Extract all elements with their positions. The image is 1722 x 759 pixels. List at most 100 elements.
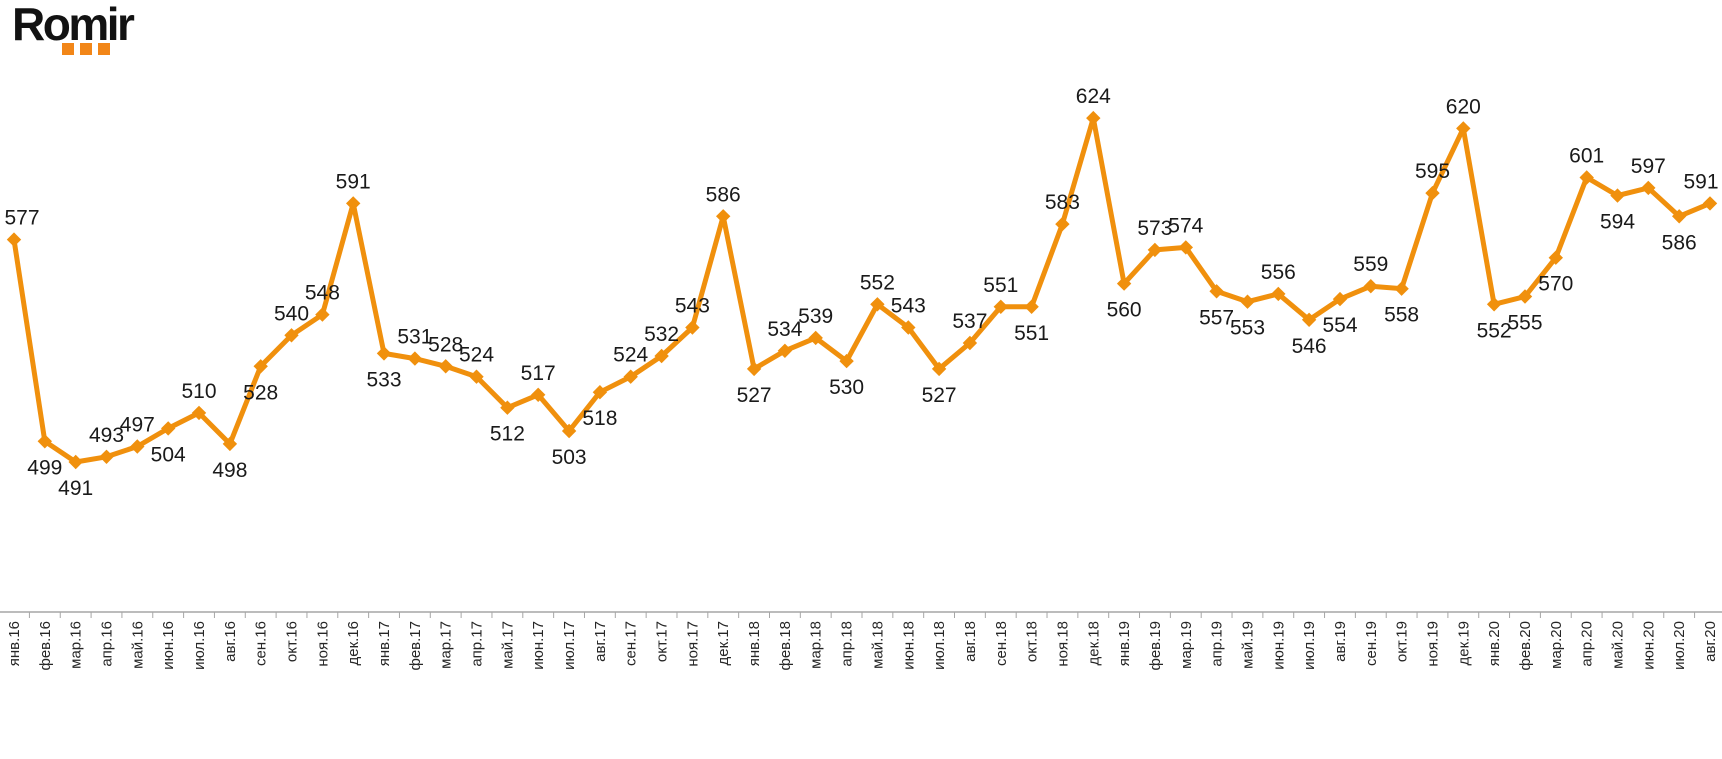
data-label: 591	[1683, 170, 1718, 193]
data-point-marker	[870, 297, 885, 312]
x-axis-label: июн.17	[530, 621, 547, 670]
data-label: 543	[891, 295, 926, 318]
data-label: 551	[983, 274, 1018, 297]
data-point-marker	[1641, 180, 1656, 196]
x-axis-label: мар.19	[1178, 621, 1195, 669]
data-label: 524	[613, 344, 648, 367]
data-label: 577	[4, 207, 39, 230]
data-label: 551	[1014, 322, 1049, 345]
data-label: 624	[1076, 85, 1111, 108]
data-label: 491	[58, 477, 93, 500]
x-axis-label: янв.17	[376, 621, 393, 666]
data-point-marker	[716, 209, 731, 224]
logo-dot	[80, 43, 92, 56]
data-point-marker	[1456, 121, 1471, 136]
x-axis-label: авг.16	[222, 621, 239, 662]
x-axis-label: май.17	[499, 621, 516, 669]
data-label: 534	[767, 318, 802, 341]
x-axis-label: янв.16	[6, 621, 23, 666]
data-point-marker	[1024, 299, 1039, 314]
data-label: 493	[89, 424, 124, 447]
x-axis-label: авг.19	[1332, 621, 1349, 662]
romir-logo: Romir	[12, 0, 135, 56]
data-point-marker	[99, 449, 114, 464]
data-label: 527	[922, 384, 957, 407]
x-axis-label: июл.16	[191, 621, 208, 670]
logo-dot	[62, 43, 74, 56]
data-point-marker	[777, 343, 793, 358]
data-label: 532	[644, 323, 679, 346]
x-axis-label: фев.18	[777, 621, 794, 671]
data-label: 531	[397, 326, 432, 349]
x-axis-label: авг.20	[1702, 621, 1719, 662]
data-point-marker	[1240, 294, 1255, 309]
x-axis-label: апр.17	[469, 621, 486, 667]
data-point-marker	[839, 353, 854, 369]
data-label: 555	[1507, 312, 1542, 335]
data-label: 557	[1199, 306, 1234, 329]
data-point-marker	[901, 320, 916, 335]
x-axis-label: дек.16	[345, 621, 362, 666]
data-point-marker	[6, 232, 22, 247]
data-label: 553	[1230, 317, 1265, 340]
x-axis-label: апр.20	[1579, 621, 1596, 667]
data-label: 517	[521, 362, 556, 385]
x-axis-label: окт.18	[1024, 621, 1041, 662]
x-axis-label: ноя.19	[1425, 621, 1442, 667]
data-label: 497	[120, 414, 155, 437]
data-label: 543	[675, 295, 710, 318]
logo-dot	[98, 43, 110, 56]
x-axis-label: май.19	[1240, 621, 1257, 669]
x-axis-label: авг.18	[962, 621, 979, 662]
data-point-marker	[130, 439, 145, 454]
data-label: 586	[1662, 231, 1697, 254]
data-label: 601	[1569, 145, 1604, 168]
logo-wordmark: Romir	[12, 0, 135, 50]
data-point-marker	[37, 434, 52, 449]
data-point-marker	[1579, 170, 1594, 185]
logo-dots-icon	[62, 43, 132, 56]
x-axis-label: апр.19	[1209, 621, 1226, 667]
data-point-marker	[253, 359, 268, 374]
x-axis-label: дек.17	[715, 621, 732, 666]
data-label: 537	[952, 310, 987, 333]
data-label: 518	[582, 407, 617, 430]
data-point-marker	[1517, 289, 1533, 304]
data-label: 558	[1384, 304, 1419, 327]
x-axis-label: авг.17	[592, 621, 609, 662]
data-point-marker	[592, 385, 608, 400]
data-point-marker	[469, 369, 484, 384]
x-axis-label: окт.17	[654, 621, 671, 662]
x-axis-label: янв.19	[1116, 621, 1133, 666]
data-point-marker	[1702, 196, 1718, 211]
x-axis-label: дек.18	[1085, 621, 1102, 666]
x-axis-label: янв.18	[746, 621, 763, 666]
x-axis-label: мар.16	[68, 621, 85, 669]
data-label: 498	[212, 459, 247, 482]
x-axis-label: июл.17	[561, 621, 578, 670]
data-label: 554	[1322, 314, 1357, 337]
data-label: 499	[27, 456, 62, 479]
data-point-marker	[1672, 209, 1687, 224]
data-point-marker	[1548, 250, 1563, 265]
data-label: 539	[798, 305, 833, 328]
data-label: 595	[1415, 160, 1450, 183]
data-point-marker	[531, 387, 546, 402]
data-point-marker	[1301, 312, 1317, 327]
data-point-marker	[346, 196, 361, 211]
data-point-marker	[962, 335, 978, 351]
x-axis-label: янв.20	[1486, 621, 1503, 666]
x-axis-label: окт.19	[1394, 621, 1411, 662]
data-label: 560	[1107, 299, 1142, 322]
data-point-marker	[623, 369, 638, 384]
data-label: 540	[274, 302, 309, 325]
x-axis-label: мар.20	[1548, 621, 1565, 669]
data-point-marker	[1055, 216, 1070, 232]
data-point-marker	[407, 351, 423, 366]
data-point-marker	[1209, 284, 1224, 299]
x-axis-label: сен.19	[1363, 621, 1380, 666]
data-label: 597	[1631, 155, 1666, 178]
data-label: 530	[829, 376, 864, 399]
data-point-marker	[1332, 291, 1348, 307]
